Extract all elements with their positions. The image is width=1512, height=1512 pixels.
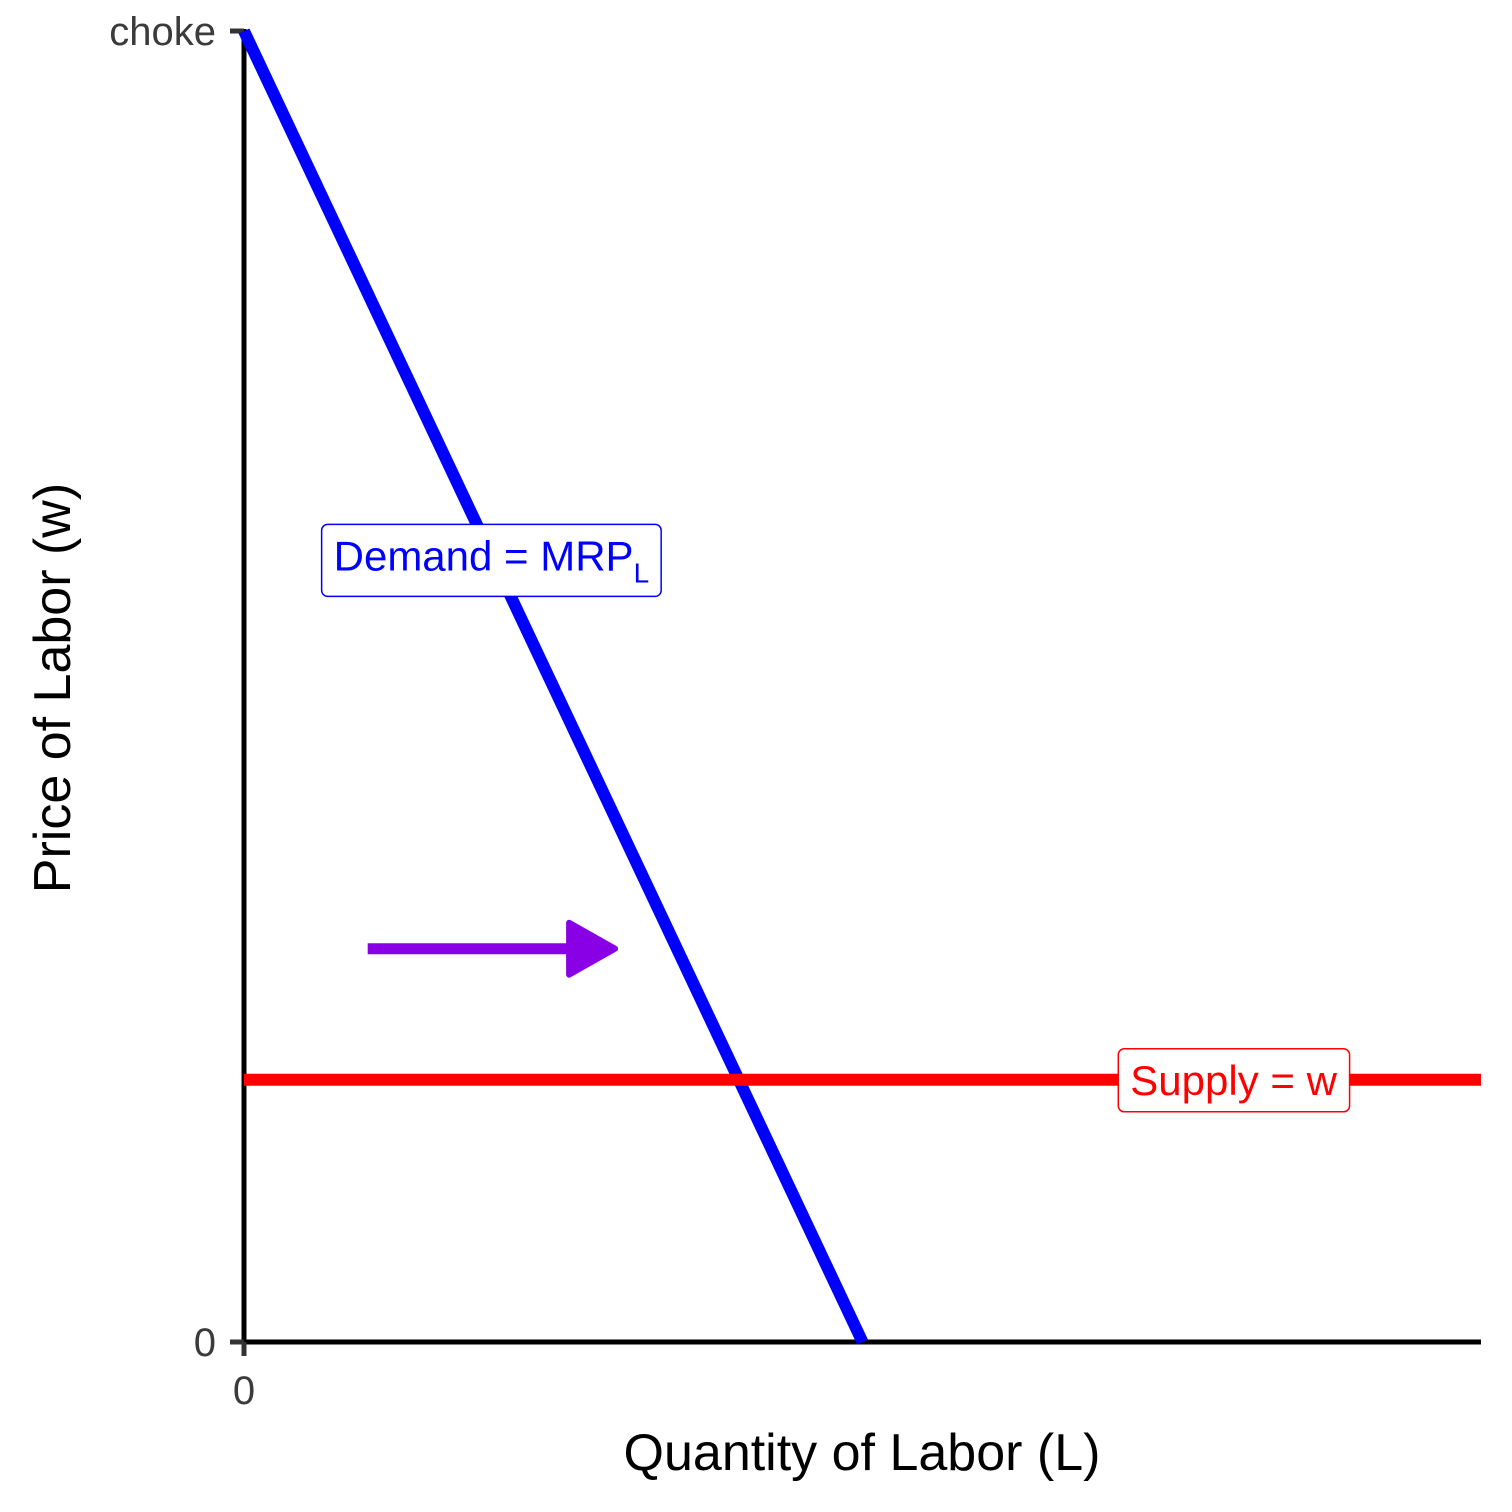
series-label-text: Supply = w [1130, 1057, 1337, 1104]
series-label-1: Supply = w [1117, 1048, 1351, 1113]
y-tick-label: choke [109, 10, 216, 54]
x-tick-label: 0 [233, 1369, 255, 1413]
series-line-0 [238, 28, 868, 1345]
y-axis-title: Price of Labor (w) [24, 483, 82, 893]
series-label-box [1117, 1048, 1351, 1113]
shift-arrow-head [566, 919, 619, 978]
series-label-0: Demand = MRPL [320, 523, 662, 598]
plot-area: 0 choke 0 Demand = MRPL Supply = w [109, 10, 1481, 1413]
y-tick-label: 0 [194, 1321, 216, 1365]
x-axis-title: Quantity of Labor (L) [624, 1424, 1101, 1482]
series-label-box [320, 523, 662, 598]
series-label-text: Demand = MRPL [334, 532, 650, 588]
